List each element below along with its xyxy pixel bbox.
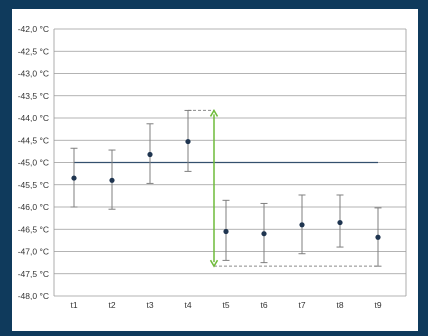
y-tick-label: -42,5 °C <box>18 46 49 56</box>
chart-panel: -42,0 °C -42,5 °C -43,0 °C -43,5 °C -44,0 °C… <box>12 9 418 331</box>
x-tick-label: t5 <box>222 300 229 310</box>
data-point <box>71 175 77 181</box>
data-point <box>337 219 343 226</box>
span-arrow-head-bottom <box>209 259 219 268</box>
x-tick-label: t7 <box>298 300 305 310</box>
y-tick-label: -45,0 °C <box>18 158 49 168</box>
y-tick-label: -44,5 °C <box>18 135 49 145</box>
y-tick-label: -45,5 °C <box>18 180 49 190</box>
y-tick-label: -48,0 °C <box>18 291 49 301</box>
span-arrow-head-top <box>209 108 219 117</box>
y-tick-label: -43,5 °C <box>18 91 49 101</box>
y-tick-label: -47,0 °C <box>18 247 49 257</box>
x-tick-label: t9 <box>374 300 381 310</box>
y-tick-label: -46,0 °C <box>18 202 49 212</box>
y-tick-label: -46,5 °C <box>18 224 49 234</box>
data-point <box>375 234 381 240</box>
data-point <box>147 151 153 158</box>
y-tick-label: -47,5 °C <box>18 269 49 279</box>
x-tick-label: t4 <box>184 300 191 310</box>
y-tick-label: -42,0 °C <box>18 24 49 34</box>
data-point <box>223 228 229 235</box>
x-tick-label: t8 <box>336 300 343 310</box>
x-tick-label: t3 <box>146 300 153 310</box>
x-tick-label: t6 <box>260 300 267 310</box>
x-tick-label: t2 <box>108 300 115 310</box>
data-point <box>109 177 115 183</box>
data-point <box>261 231 267 237</box>
x-tick-label: t1 <box>70 300 77 310</box>
data-point <box>299 222 305 228</box>
temperature-chart: -42,0 °C -42,5 °C -43,0 °C -43,5 °C -44,0 °C… <box>18 24 407 310</box>
y-tick-label: -44,0 °C <box>18 113 49 123</box>
data-point <box>185 138 191 145</box>
y-tick-label: -43,0 °C <box>18 69 49 79</box>
